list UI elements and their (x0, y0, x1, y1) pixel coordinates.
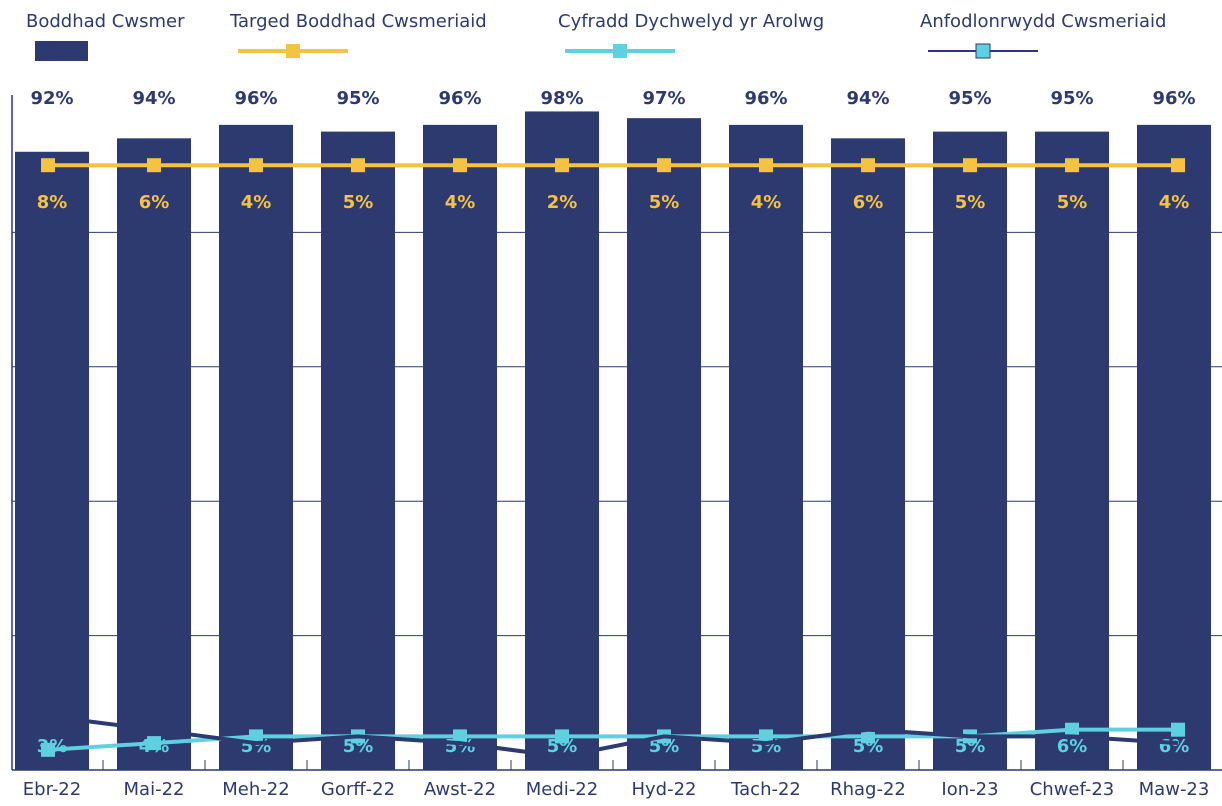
legend-swatch (35, 41, 88, 61)
bar (117, 138, 191, 770)
x-tick-label: Gorff-22 (321, 779, 395, 800)
x-tick-label: Ebr-22 (23, 779, 81, 800)
line-marker (249, 729, 263, 744)
line-marker (861, 729, 875, 744)
bar-value-label: 96% (438, 88, 481, 109)
line-marker (555, 158, 569, 173)
line-marker (1065, 158, 1079, 173)
legend-marker (286, 44, 300, 58)
line-value-label: 6% (853, 192, 884, 213)
bar (321, 131, 395, 771)
line-value-label: 5% (955, 736, 986, 757)
line-marker (453, 158, 467, 173)
bar (15, 151, 89, 770)
line-value-label: 3% (37, 736, 68, 757)
x-tick-label: Hyd-22 (631, 779, 696, 800)
line-marker (1171, 722, 1185, 737)
bar-value-label: 94% (132, 88, 175, 109)
line-value-label: 8% (37, 192, 68, 213)
bar (831, 138, 905, 770)
bar-value-label: 98% (540, 88, 583, 109)
line-marker (759, 158, 773, 173)
x-tick-label: Maw-23 (1139, 779, 1210, 800)
legend-label: Boddhad Cwsmer (26, 11, 185, 32)
line-marker (453, 729, 467, 744)
line (47, 714, 1179, 759)
line-value-label: 6% (1057, 736, 1088, 757)
x-tick-label: Meh-22 (222, 779, 289, 800)
x-tick-label: Mai-22 (124, 779, 185, 800)
line-value-label: 5% (853, 736, 884, 757)
line-value-label: 5% (1057, 192, 1088, 213)
bar-value-label: 96% (744, 88, 787, 109)
bar-value-label: 96% (1152, 88, 1195, 109)
bar (1137, 124, 1211, 770)
bar (627, 118, 701, 770)
bar (525, 111, 599, 770)
line-value-label: 5% (751, 736, 782, 757)
line-value-label: 5% (955, 192, 986, 213)
line-marker (147, 158, 161, 173)
bar (1035, 131, 1109, 771)
x-tick-label: Awst-22 (424, 779, 496, 800)
x-tick-label: Chwef-23 (1030, 779, 1115, 800)
line-value-label: 5% (241, 736, 272, 757)
line-marker (1065, 722, 1079, 737)
line-value-label: 5% (649, 192, 680, 213)
x-tick-label: Rhag-22 (830, 779, 906, 800)
bar (423, 124, 497, 770)
line-marker (861, 158, 875, 173)
bar-value-label: 97% (642, 88, 685, 109)
legend-marker (613, 44, 627, 58)
line-value-label: 4% (445, 192, 476, 213)
bar (729, 124, 803, 770)
line-marker (41, 158, 55, 173)
bar-value-label: 92% (30, 88, 73, 109)
line-value-label: 4% (139, 736, 170, 757)
line-value-label: 5% (547, 736, 578, 757)
line-value-label: 6% (139, 192, 170, 213)
x-tick-label: Tach-22 (730, 779, 801, 800)
line-marker (351, 158, 365, 173)
bar-value-label: 95% (948, 88, 991, 109)
line-value-label: 4% (751, 192, 782, 213)
legend-marker (975, 43, 991, 59)
bar-value-label: 96% (234, 88, 277, 109)
x-tick-label: Medi-22 (526, 779, 598, 800)
line-value-label: 5% (343, 192, 374, 213)
bar-value-label: 95% (336, 88, 379, 109)
line-value-label: 6% (1159, 736, 1190, 757)
legend-label: Cyfradd Dychwelyd yr Arolwg (558, 11, 824, 32)
line-marker (1171, 158, 1185, 173)
line-value-label: 5% (343, 736, 374, 757)
bar-value-label: 94% (846, 88, 889, 109)
legend-label: Targed Boddhad Cwsmeriaid (229, 11, 487, 32)
line-marker (147, 736, 161, 751)
line-value-label: 5% (649, 736, 680, 757)
line-value-label: 2% (547, 192, 578, 213)
line-marker (555, 729, 569, 744)
line-marker (759, 729, 773, 744)
x-tick-label: Ion-23 (941, 779, 998, 800)
legend-label: Anfodlonrwydd Cwsmeriaid (920, 11, 1166, 32)
line-value-label: 4% (241, 192, 272, 213)
line-marker (41, 742, 55, 757)
line-value-label: 4% (1159, 192, 1190, 213)
line-marker (963, 158, 977, 173)
line-marker (657, 158, 671, 173)
bar-value-label: 95% (1050, 88, 1093, 109)
bar (219, 124, 293, 770)
bar (933, 131, 1007, 771)
line-marker (249, 158, 263, 173)
